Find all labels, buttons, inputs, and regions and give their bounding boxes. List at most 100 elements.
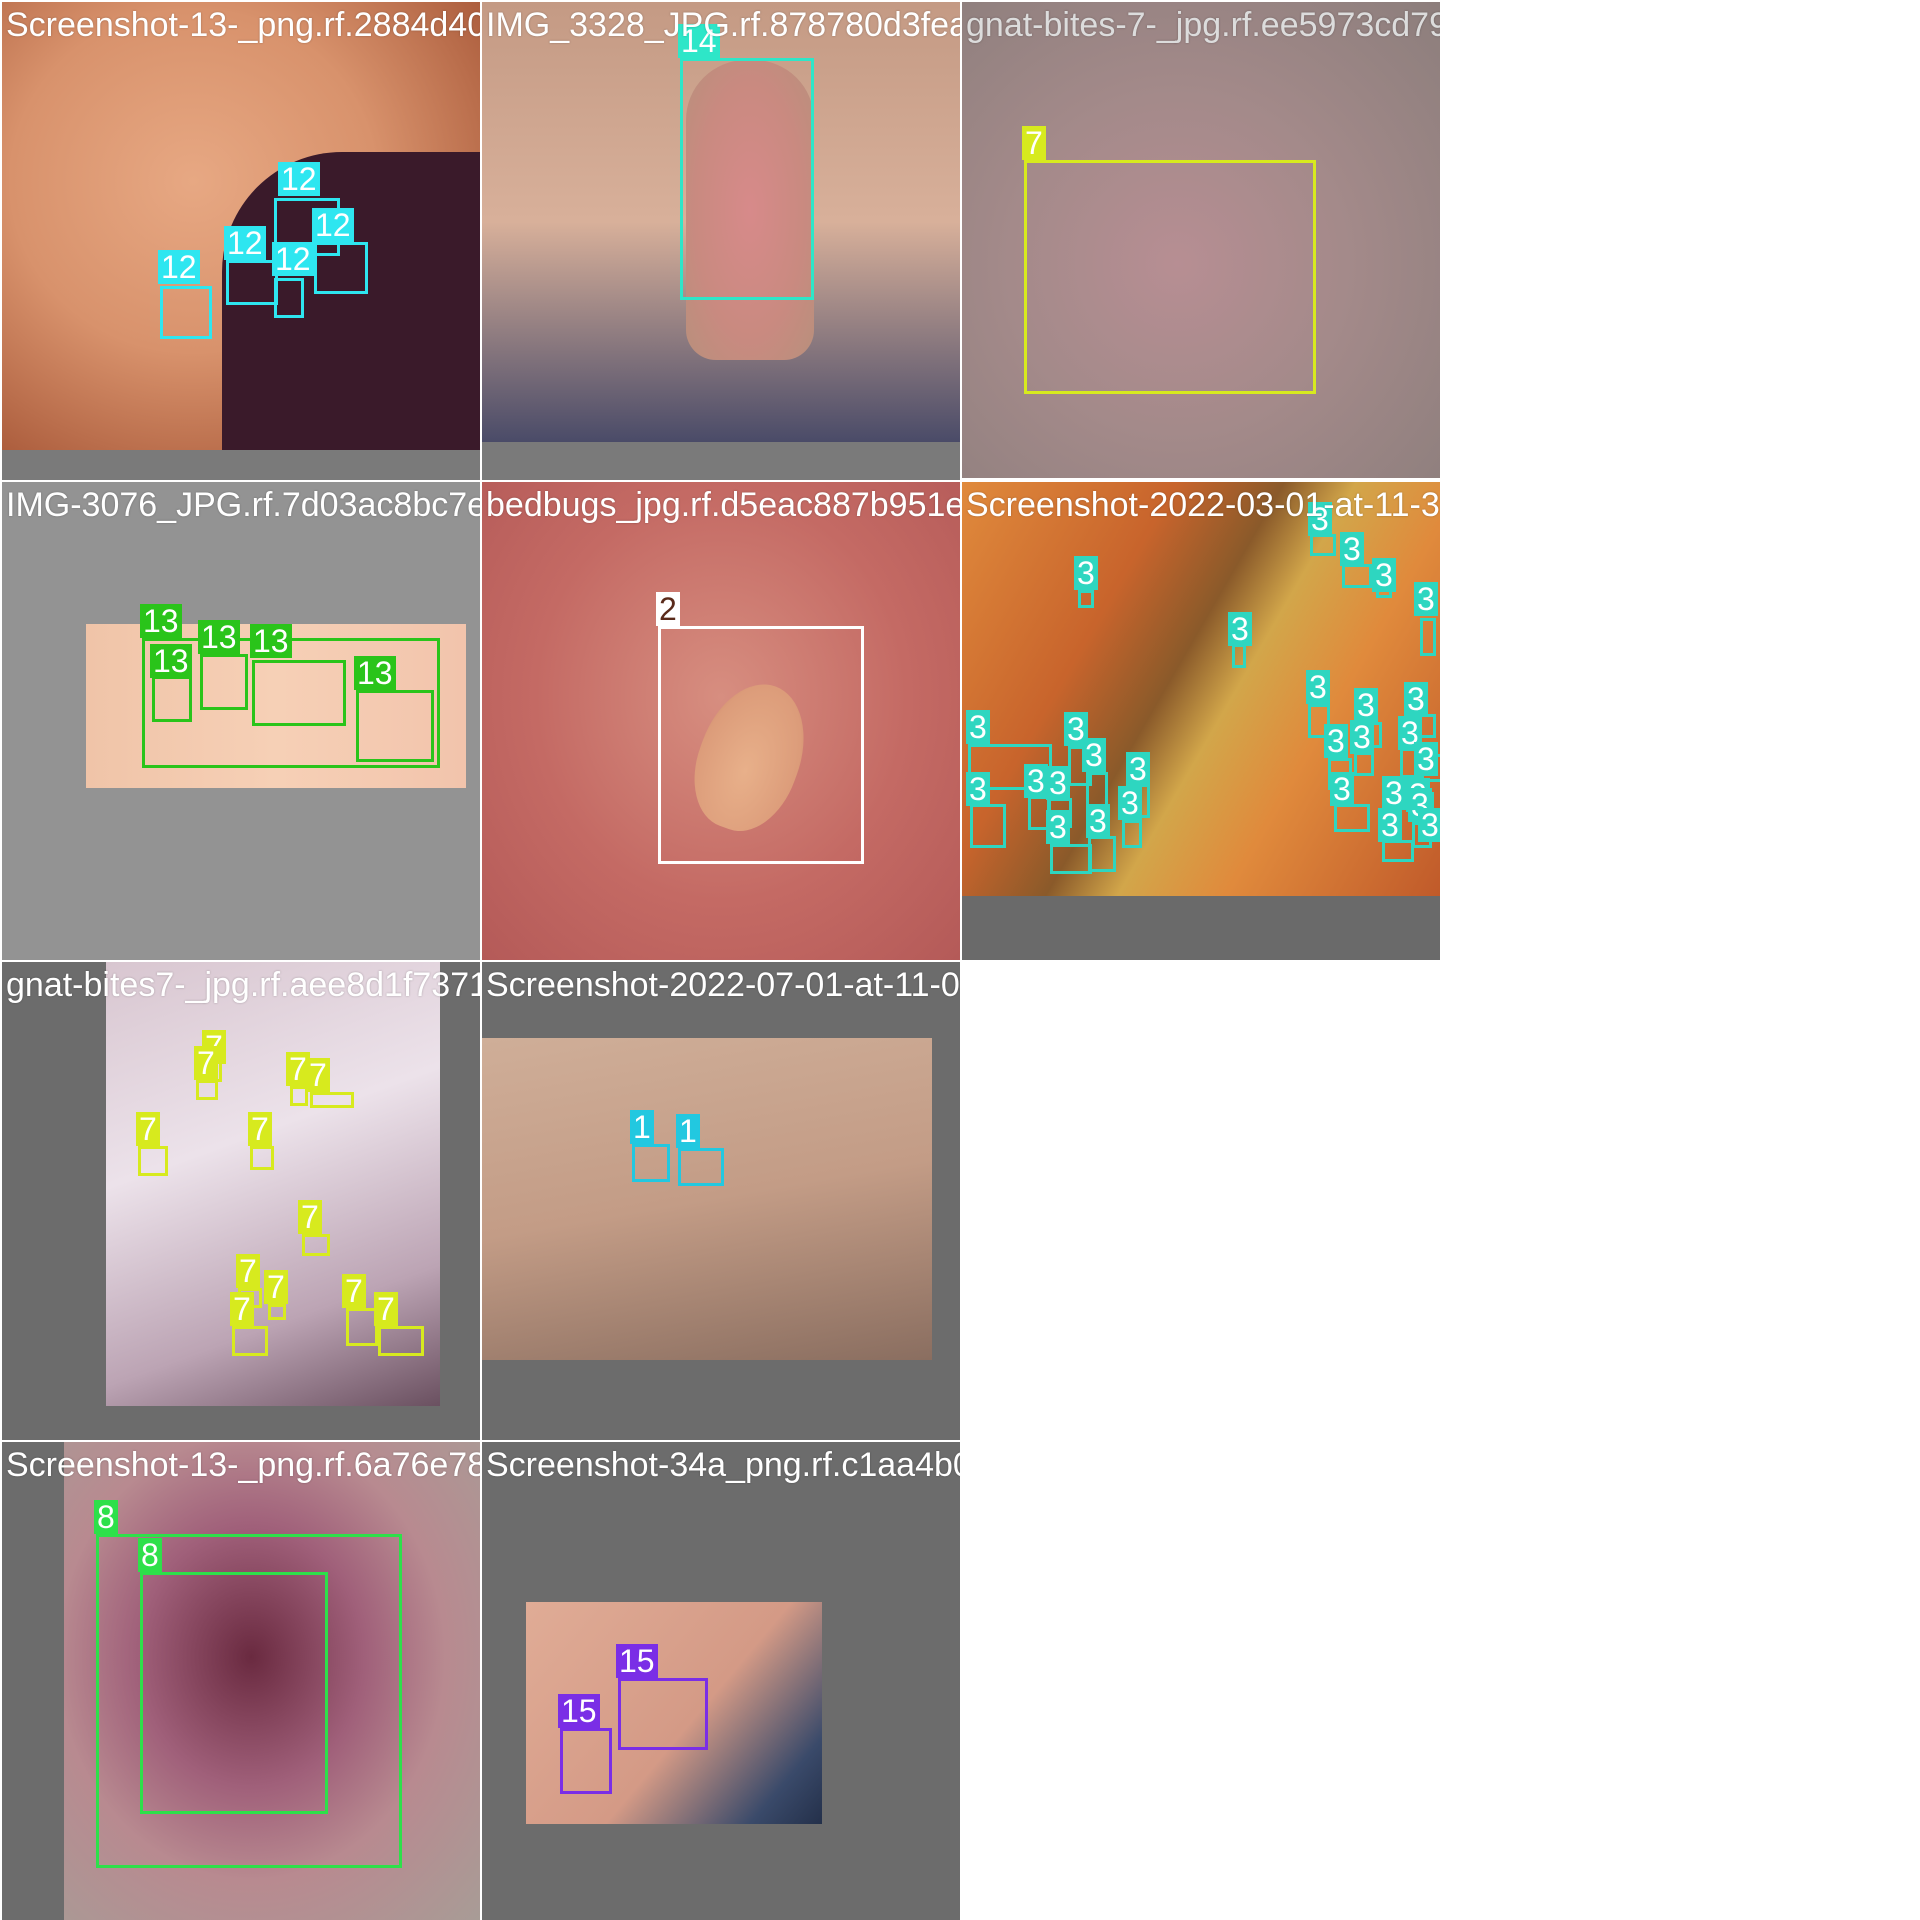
detection-label: 7 <box>286 1052 310 1086</box>
detection-label: 7 <box>264 1270 288 1304</box>
detection-label: 3 <box>1064 712 1088 746</box>
detection-box <box>1354 752 1374 776</box>
detection-box <box>1382 840 1414 862</box>
tile-title: Screenshot-13-_png.rf.6a76e783fcf09934 <box>6 1446 480 1484</box>
tile-padding <box>2 450 480 480</box>
tile-title: Screenshot-2022-07-01-at-11-03-07-AM_pn <box>486 966 960 1004</box>
detection-box <box>678 1148 724 1186</box>
detection-label: 3 <box>1382 776 1406 810</box>
detection-box <box>1342 564 1372 588</box>
detection-label: 3 <box>1418 808 1440 842</box>
detection-box <box>160 286 212 339</box>
detection-label: 7 <box>342 1274 366 1308</box>
detection-label: 7 <box>374 1292 398 1326</box>
detection-label: 3 <box>1082 738 1106 772</box>
detection-box <box>1420 618 1436 656</box>
detection-label: 3 <box>1046 810 1070 844</box>
detection-label: 15 <box>616 1644 658 1678</box>
detection-label: 1 <box>676 1114 700 1148</box>
detection-box <box>1078 590 1094 608</box>
detection-label: 13 <box>198 620 240 654</box>
tile-title: bedbugs_jpg.rf.d5eac887b951ec28d3d47d2e <box>486 486 960 524</box>
detection-label: 14 <box>678 24 720 58</box>
tile-title: gnat-bites7-_jpg.rf.aee8d1f737144eb90d27… <box>6 966 480 1004</box>
tile-padding <box>962 896 1440 960</box>
image-tile[interactable]: bedbugs_jpg.rf.d5eac887b951ec28d3d47d2e … <box>482 482 960 960</box>
detection-box <box>1310 534 1336 556</box>
detection-label: 7 <box>194 1046 218 1080</box>
detection-box <box>356 690 434 762</box>
detection-label: 3 <box>1414 582 1438 616</box>
image-tile[interactable]: Screenshot-13-_png.rf.2884d4093308d3d47f… <box>2 2 480 480</box>
detection-box <box>232 1326 268 1356</box>
detection-label: 15 <box>558 1694 600 1728</box>
detection-box <box>346 1308 378 1346</box>
tile-photo <box>106 962 440 1406</box>
detection-label: 7 <box>298 1200 322 1234</box>
detection-box <box>378 1326 424 1356</box>
image-tile[interactable]: Screenshot-2022-07-01-at-11-03-07-AM_pn … <box>482 962 960 1440</box>
image-tile[interactable]: gnat-bites-7-_jpg.rf.ee5973cd794bfc6b649… <box>962 2 1440 480</box>
detection-label: 3 <box>1074 556 1098 590</box>
tile-photo-region <box>686 60 814 360</box>
detection-label: 12 <box>272 242 314 276</box>
detection-box <box>226 260 278 305</box>
detection-box <box>1122 820 1142 848</box>
detection-label: 8 <box>94 1500 118 1534</box>
detection-label: 12 <box>278 162 320 196</box>
detection-box <box>632 1144 670 1182</box>
detection-label: 3 <box>1024 764 1048 798</box>
detection-label: 3 <box>1372 558 1396 592</box>
tile-title: IMG-3076_JPG.rf.7d03ac8bc7ea898bc9749447 <box>6 486 480 524</box>
image-tile[interactable]: Screenshot-13-_png.rf.6a76e783fcf09934 8… <box>2 1442 480 1920</box>
detection-label: 3 <box>1306 670 1330 704</box>
tile-title: IMG_3328_JPG.rf.878780d3fea72cf3571c59 <box>486 6 960 44</box>
image-tile[interactable]: Screenshot-2022-03-01-at-11-39-42-AM_pn … <box>962 482 1440 960</box>
tile-title: Screenshot-2022-03-01-at-11-39-42-AM_pn <box>966 486 1440 524</box>
detection-label: 7 <box>136 1112 160 1146</box>
detection-label: 3 <box>1350 720 1374 754</box>
detection-label: 3 <box>1340 532 1364 566</box>
image-tile[interactable]: IMG_3328_JPG.rf.878780d3fea72cf3571c59 1… <box>482 2 960 480</box>
detection-label: 3 <box>1228 612 1252 646</box>
tile-title: Screenshot-13-_png.rf.2884d4093308d3d47f… <box>6 6 480 44</box>
detection-box <box>618 1678 708 1750</box>
detection-label: 3 <box>1126 752 1150 786</box>
detection-label: 3 <box>1404 682 1428 716</box>
detection-box <box>1308 704 1330 738</box>
detection-label: 7 <box>306 1058 330 1092</box>
detection-label: 3 <box>1046 766 1070 800</box>
detection-box <box>560 1728 612 1794</box>
detection-box <box>290 1086 308 1106</box>
detection-box <box>658 626 864 864</box>
detection-label: 2 <box>656 592 680 626</box>
tile-photo <box>482 1038 932 1360</box>
detection-label: 13 <box>140 604 182 638</box>
detection-label: 7 <box>1022 126 1046 160</box>
detection-label: 8 <box>138 1538 162 1572</box>
detection-label: 3 <box>1330 772 1354 806</box>
detection-box <box>196 1080 218 1100</box>
tile-title: gnat-bites-7-_jpg.rf.ee5973cd794bfc6b649… <box>966 6 1440 44</box>
detection-box <box>310 1092 354 1108</box>
image-tile[interactable]: IMG-3076_JPG.rf.7d03ac8bc7ea898bc9749447… <box>2 482 480 960</box>
detection-label: 3 <box>1414 742 1438 776</box>
image-tile[interactable]: Screenshot-34a_png.rf.c1aa4b00b895e07a4d… <box>482 1442 960 1920</box>
detection-box <box>138 1146 168 1176</box>
detection-box <box>1050 844 1092 874</box>
detection-label: 1 <box>630 1110 654 1144</box>
detection-label: 3 <box>1118 786 1142 820</box>
detection-box <box>1232 644 1246 668</box>
detection-label: 7 <box>230 1292 254 1326</box>
detection-label: 3 <box>1324 724 1348 758</box>
detection-label: 3 <box>1378 808 1402 842</box>
detection-box <box>250 1146 274 1170</box>
image-tile[interactable]: gnat-bites7-_jpg.rf.aee8d1f737144eb90d27… <box>2 962 480 1440</box>
detection-label: 13 <box>150 644 192 678</box>
tile-title: Screenshot-34a_png.rf.c1aa4b00b895e07a4d <box>486 1446 960 1484</box>
detection-box <box>302 1234 330 1256</box>
tile-padding <box>482 442 960 480</box>
detection-box <box>1334 804 1370 832</box>
detection-label: 13 <box>250 624 292 658</box>
detection-box <box>314 242 368 294</box>
